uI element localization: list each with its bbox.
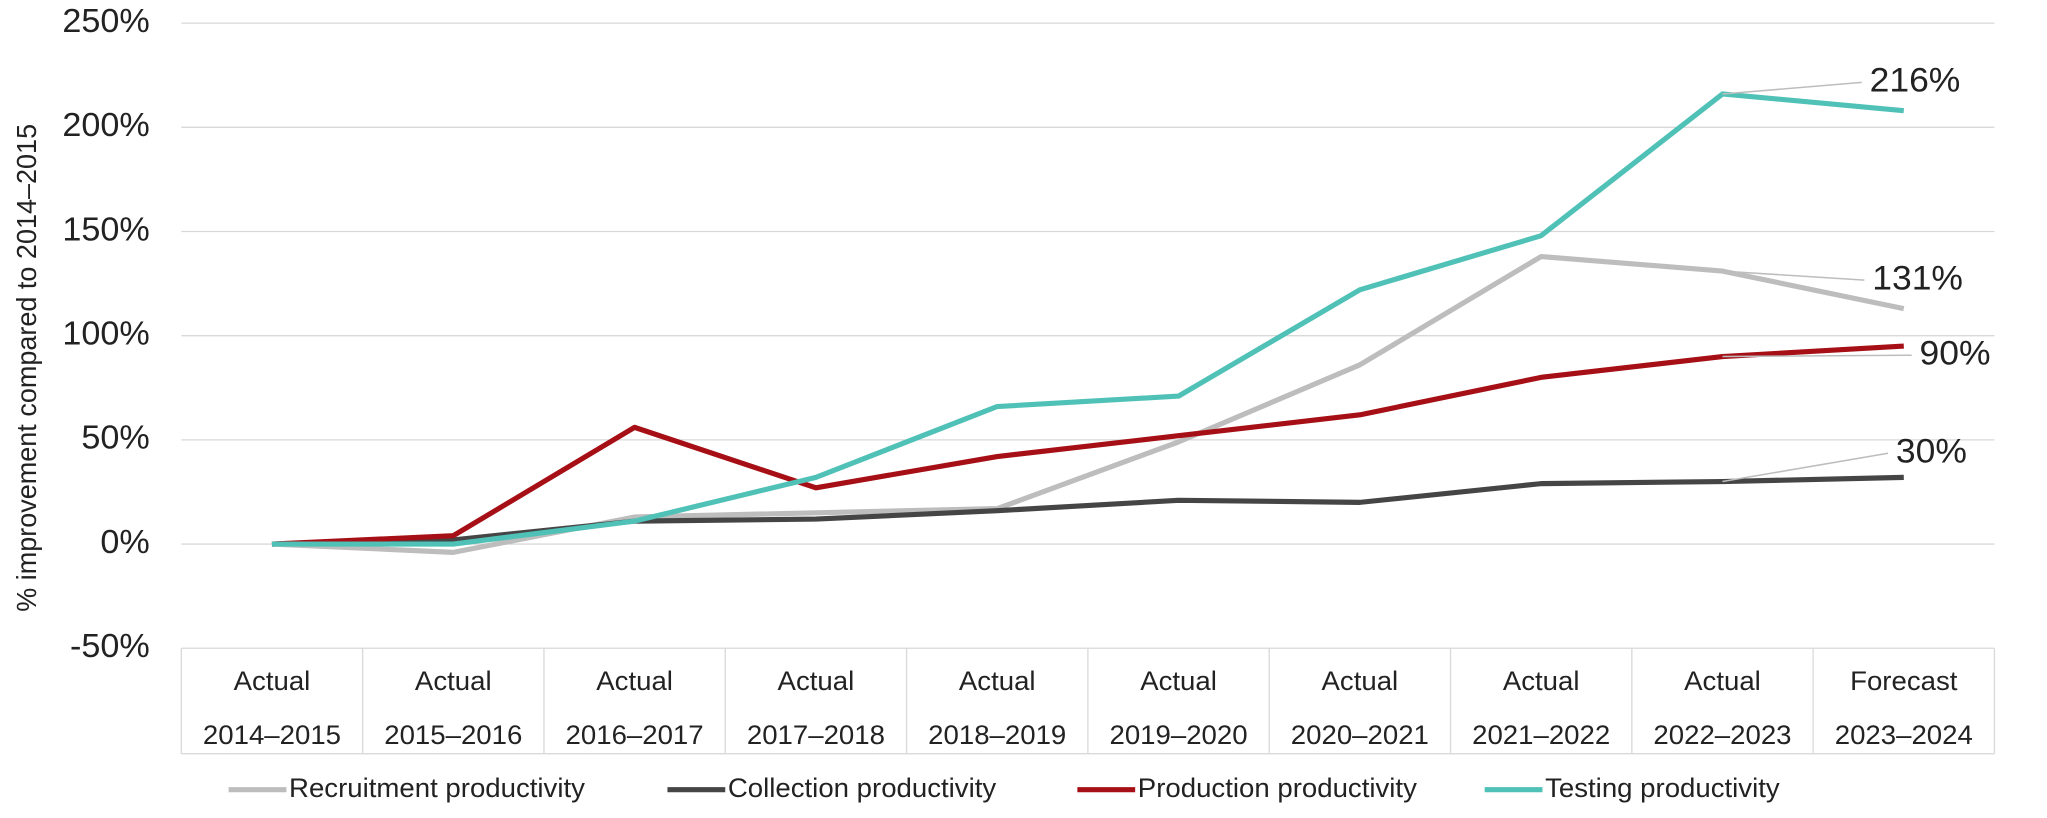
legend-label: Collection productivity: [728, 772, 997, 803]
data-label: 30%: [1896, 432, 1967, 471]
x-tick-label: Actual: [596, 665, 673, 696]
x-tick-label: Actual: [415, 665, 492, 696]
x-tick-label: 2020–2021: [1291, 719, 1429, 750]
x-tick-label: Actual: [778, 665, 855, 696]
y-axis-title: % improvement compared to 2014–2015: [11, 124, 42, 612]
x-tick-label: 2014–2015: [203, 719, 341, 750]
x-tick-label: 2015–2016: [384, 719, 522, 750]
y-tick-label: 50%: [81, 419, 149, 457]
legend-label: Production productivity: [1138, 772, 1417, 803]
x-tick-label: 2019–2020: [1109, 719, 1247, 750]
data-label: 90%: [1920, 334, 1991, 373]
x-tick-label: Actual: [234, 665, 311, 696]
leader-line: [1722, 354, 1912, 358]
x-tick-label: Actual: [1684, 665, 1761, 696]
legend-label: Recruitment productivity: [289, 772, 585, 803]
leader-line: [1722, 452, 1889, 483]
data-label: 216%: [1870, 61, 1961, 100]
x-tick-label: Actual: [1322, 665, 1399, 696]
y-tick-label: 250%: [62, 2, 149, 40]
x-tick-label: 2022–2023: [1653, 719, 1791, 750]
leader-line: [1722, 81, 1862, 95]
x-tick-label: 2021–2022: [1472, 719, 1610, 750]
leader-line: [1722, 270, 1865, 281]
y-tick-label: -50%: [70, 627, 150, 665]
x-tick-label: 2018–2019: [928, 719, 1066, 750]
y-tick-label: 150%: [62, 211, 149, 249]
legend-label: Testing productivity: [1545, 772, 1780, 803]
x-tick-label: 2023–2024: [1835, 719, 1973, 750]
x-tick-label: 2016–2017: [566, 719, 704, 750]
y-tick-label: 200%: [62, 106, 149, 144]
series-line: [271, 91, 1905, 547]
x-tick-label: Actual: [1140, 665, 1217, 696]
x-tick-label: Actual: [1503, 665, 1580, 696]
x-tick-label: 2017–2018: [747, 719, 885, 750]
x-tick-label: Forecast: [1850, 665, 1958, 696]
y-tick-label: 100%: [62, 315, 149, 353]
x-tick-label: Actual: [959, 665, 1036, 696]
data-label: 131%: [1872, 259, 1963, 298]
series-line: [271, 343, 1904, 547]
y-tick-label: 0%: [100, 523, 149, 561]
